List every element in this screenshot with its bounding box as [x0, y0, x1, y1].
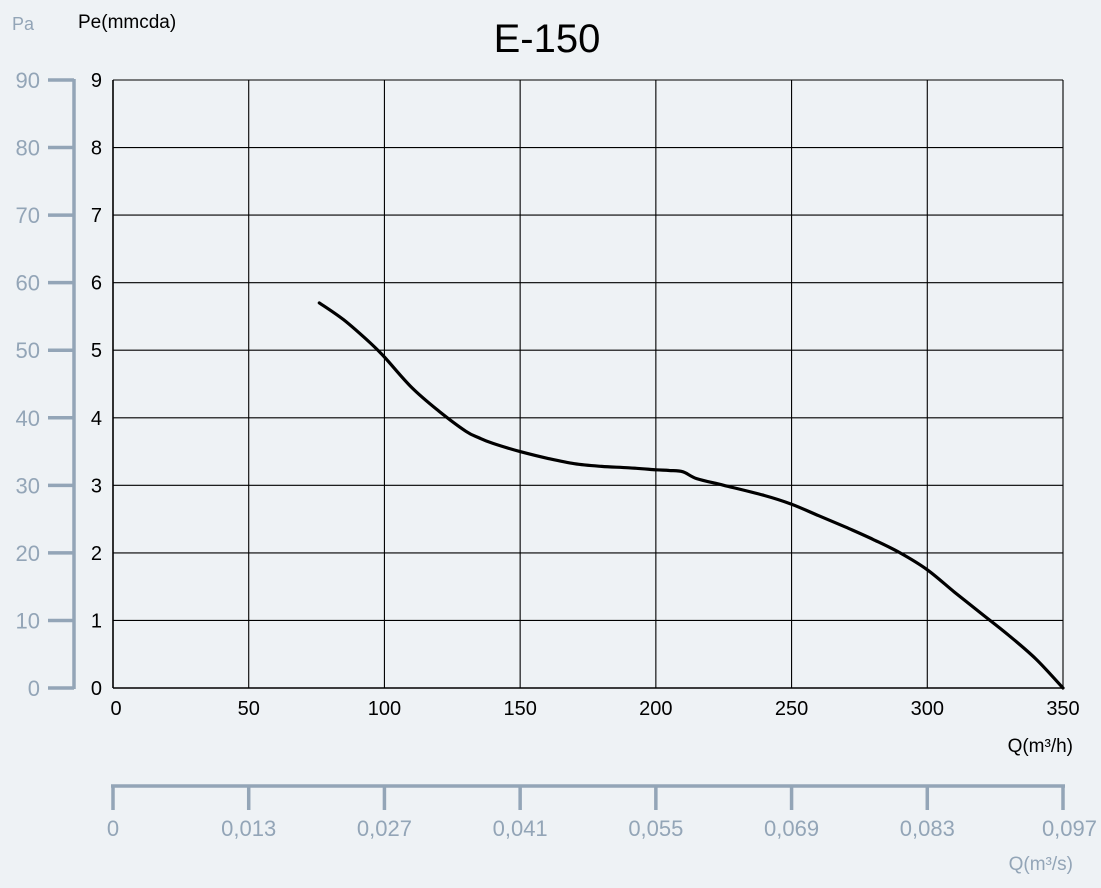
y-tick-label: 7: [91, 205, 102, 227]
secondary-x-tick-label: 0,041: [493, 816, 548, 841]
secondary-x-tick-label: 0: [107, 816, 119, 841]
secondary-x-tick-label: 0,055: [628, 816, 683, 841]
y-tick-label: 3: [91, 475, 102, 497]
x-tick-label: 250: [775, 698, 808, 720]
secondary-y-unit-label: Pa: [12, 14, 35, 34]
x-tick-labels: 0 50 100 150 200 250 300 350: [110, 698, 1079, 720]
secondary-y-tick-label: 0: [28, 676, 40, 701]
secondary-y-tick-label: 20: [16, 541, 40, 566]
x-tick-label: 150: [503, 698, 536, 720]
performance-curve: [317, 301, 1065, 690]
secondary-x-axis: 0 0,013 0,027 0,041 0,055 0,069 0,083 0,097: [107, 784, 1097, 841]
y-tick-label: 6: [91, 273, 102, 295]
chart-title: E-150: [494, 17, 601, 61]
secondary-y-tick-label: 80: [16, 136, 40, 161]
secondary-x-unit-label: Q(m³/s): [1009, 854, 1073, 875]
x-tick-label: 50: [238, 698, 260, 720]
secondary-y-tick-label: 50: [16, 338, 40, 363]
secondary-y-tick-label: 10: [16, 608, 40, 633]
x-tick-label: 0: [110, 698, 121, 720]
x-tick-label: 300: [911, 698, 944, 720]
y-tick-label: 9: [91, 70, 102, 92]
y-axis-label: Pe(mmcda): [78, 12, 176, 33]
secondary-x-tick-label: 0,069: [764, 816, 819, 841]
secondary-y-axis: 0 10 20 30 40 50 60 70 80 90: [16, 68, 76, 701]
secondary-y-tick-label: 30: [16, 473, 40, 498]
y-tick-label: 8: [91, 138, 102, 160]
x-tick-label: 350: [1046, 698, 1079, 720]
secondary-y-tick-label: 40: [16, 406, 40, 431]
secondary-x-tick-label: 0,083: [900, 816, 955, 841]
secondary-y-tick-label: 70: [16, 203, 40, 228]
y-tick-label: 2: [91, 543, 102, 565]
secondary-x-tick-label: 0,097: [1042, 816, 1097, 841]
secondary-x-tick-label: 0,027: [357, 816, 412, 841]
x-tick-label: 100: [368, 698, 401, 720]
y-tick-labels: 0 1 2 3 4 5 6 7 8 9: [91, 70, 102, 700]
secondary-y-tick-label: 60: [16, 271, 40, 296]
x-tick-label: 200: [639, 698, 672, 720]
y-tick-label: 1: [91, 610, 102, 632]
y-tick-label: 4: [91, 408, 102, 430]
y-tick-label: 0: [91, 678, 102, 700]
grid: [112, 79, 1064, 689]
y-tick-label: 5: [91, 340, 102, 362]
secondary-y-tick-label: 90: [16, 68, 40, 93]
x-axis-label: Q(m³/h): [1008, 736, 1073, 757]
secondary-x-tick-label: 0,013: [221, 816, 276, 841]
